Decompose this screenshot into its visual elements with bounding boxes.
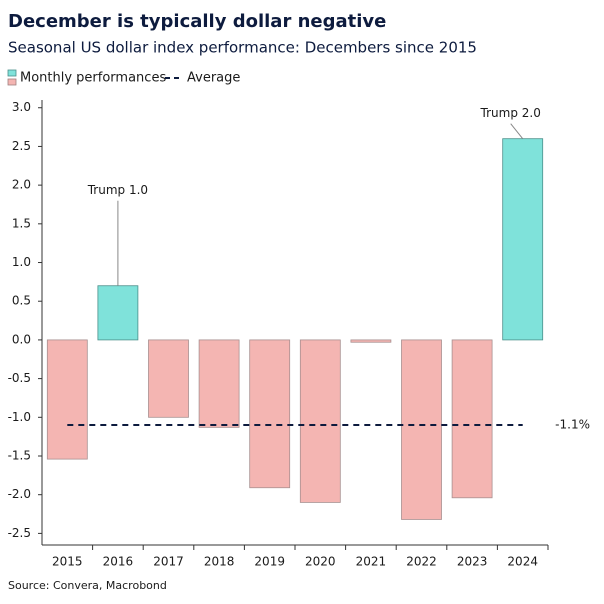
y-tick-label: -1.5 [8, 449, 31, 463]
annotation-leader [510, 123, 524, 140]
bar [97, 285, 139, 341]
bar [299, 339, 341, 503]
bar [148, 339, 189, 418]
bar [350, 339, 392, 343]
y-tick-label: 0.5 [12, 294, 31, 308]
x-tick-label: 2021 [356, 555, 387, 569]
x-tick-label: 2024 [507, 555, 538, 569]
y-tick-label: 2.0 [12, 178, 31, 192]
legend-label: Average [187, 71, 240, 86]
bar [46, 339, 88, 460]
x-tick-label: 2020 [305, 555, 336, 569]
source: Source: Convera, Macrobond [8, 579, 167, 592]
x-tick-label: 2016 [103, 555, 134, 569]
x-tick-label: 2019 [254, 555, 285, 569]
x-tick-label: 2018 [204, 555, 235, 569]
y-tick-label: -1.0 [8, 410, 31, 424]
legend-swatch-positive [7, 69, 17, 77]
y-tick-label: -2.5 [8, 526, 31, 540]
bar [401, 339, 442, 520]
annotation: Trump 2.0 [480, 106, 541, 120]
average-label: -1.1% [555, 418, 590, 432]
legend-swatch-negative [7, 78, 17, 86]
x-tick-label: 2015 [52, 555, 83, 569]
annotation: Trump 1.0 [87, 183, 148, 197]
y-tick-label: -0.5 [8, 371, 31, 385]
chart-subtitle: Seasonal US dollar index performance: De… [8, 39, 477, 57]
y-tick-label: 1.0 [12, 255, 31, 269]
bar [249, 339, 291, 489]
y-tick-label: 2.5 [12, 139, 31, 153]
bar [451, 339, 493, 499]
y-tick-label: 0.0 [12, 332, 31, 346]
bar [502, 138, 544, 341]
x-tick-label: 2023 [457, 555, 488, 569]
x-tick-label: 2017 [153, 555, 184, 569]
y-tick-label: 1.5 [12, 216, 31, 230]
bar [198, 339, 240, 428]
chart-title: December is typically dollar negative [8, 11, 386, 32]
legend-label: Monthly performances [20, 71, 166, 86]
x-tick-label: 2022 [406, 555, 437, 569]
y-tick-label: 3.0 [12, 100, 31, 114]
y-tick-label: -2.0 [8, 487, 31, 501]
